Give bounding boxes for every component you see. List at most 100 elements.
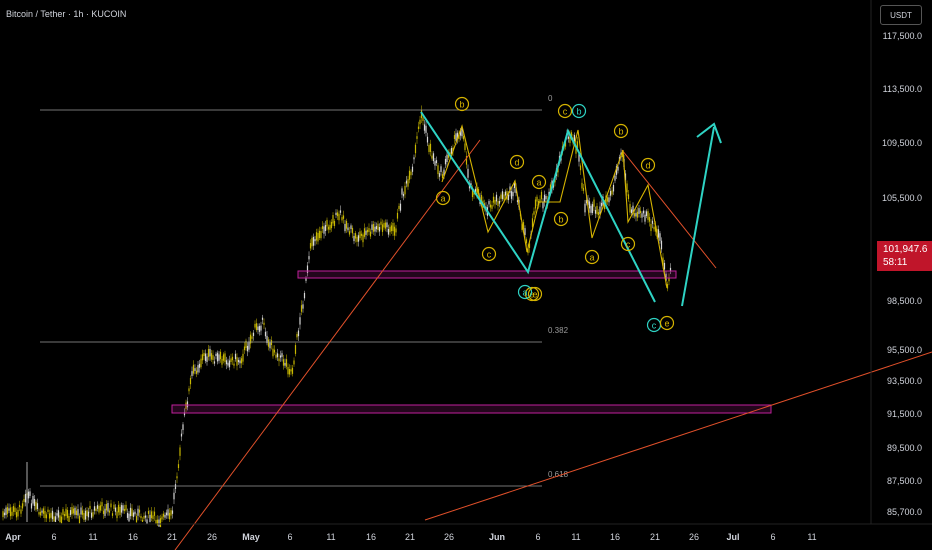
candle-body [65, 508, 67, 516]
candle-body [198, 363, 201, 368]
candle-body [396, 212, 399, 219]
candle-body [200, 358, 202, 368]
candle-body [527, 247, 529, 254]
candle-body [279, 355, 282, 358]
price-tick-label: 85,700.0 [887, 507, 922, 517]
candle-body [45, 514, 48, 519]
candle-body [30, 503, 33, 509]
candle-body [236, 357, 238, 366]
candle-body [63, 514, 66, 517]
candle-body [644, 214, 646, 222]
candle-body [98, 505, 100, 513]
price-tick-label: 117,500.0 [883, 31, 922, 41]
candle-body [324, 225, 327, 231]
candle-body [270, 340, 273, 346]
candle-body [503, 194, 505, 200]
candle-body [176, 476, 178, 479]
candle-body [312, 236, 315, 246]
candle-body [132, 512, 135, 517]
candle-body [512, 191, 514, 197]
svg-text:d: d [514, 157, 519, 167]
candle-body [449, 152, 451, 155]
candle-body [480, 195, 483, 204]
candle-body [374, 226, 376, 232]
svg-text:a: a [536, 177, 541, 187]
candle-body [525, 239, 528, 244]
candle-body [341, 217, 343, 221]
candle-body [636, 211, 639, 218]
candle-body [38, 512, 40, 515]
projection-arrowhead [696, 122, 722, 144]
candle-body [431, 155, 433, 159]
candle-body [113, 504, 115, 509]
candle-body [596, 205, 598, 215]
candle-body [426, 136, 429, 143]
candle-body [609, 190, 612, 196]
time-tick-label: 11 [807, 532, 816, 542]
candle-body [653, 226, 655, 230]
candle-body [2, 511, 4, 518]
candle-body [395, 228, 397, 233]
candle-body [131, 508, 133, 517]
candle-body [260, 325, 262, 331]
candle-body [603, 203, 606, 210]
candle-body [587, 199, 589, 205]
candle-body [122, 505, 124, 511]
wave-label-a: a [584, 249, 600, 265]
candle-body [257, 326, 259, 330]
candle-body [8, 508, 10, 511]
candle-body [240, 358, 243, 364]
svg-text:c: c [563, 106, 568, 116]
candle-body [648, 217, 651, 222]
candle-body [378, 227, 381, 232]
candle-body [402, 193, 405, 197]
fib-level-0618-label: 0.618 [548, 470, 569, 479]
candle-body [261, 317, 264, 320]
candle-body [225, 360, 228, 365]
candle-body [593, 199, 595, 207]
candle-body [386, 222, 388, 228]
candle-body [368, 228, 370, 232]
candle-body [209, 348, 211, 357]
fib-level-0-label: 0 [548, 94, 553, 103]
candle-body [264, 331, 267, 337]
candle-body [218, 354, 220, 361]
currency-selector[interactable]: USDT [880, 5, 922, 25]
time-tick-label: 21 [167, 532, 177, 542]
candle-body [114, 507, 117, 512]
candle-body [311, 237, 313, 247]
wave-label-b: b [571, 103, 587, 119]
candle-body [249, 334, 252, 344]
candle-body [642, 210, 645, 214]
svg-text:a: a [589, 252, 594, 262]
candle-body [470, 183, 472, 186]
candle-body [473, 192, 475, 195]
candle-body [443, 169, 445, 176]
candle-body [599, 206, 601, 215]
candle-body [429, 143, 432, 152]
candle-body [233, 363, 235, 366]
candle-body [411, 166, 414, 172]
candle-body [78, 515, 81, 524]
time-tick-label: 11 [88, 532, 97, 542]
svg-text:c: c [487, 249, 492, 259]
candle-body [410, 171, 412, 176]
candle-body [305, 278, 307, 281]
candle-body [216, 352, 219, 362]
candle-body [308, 256, 310, 260]
candle-body [380, 221, 382, 225]
candle-body [329, 224, 331, 230]
candle-body [230, 358, 232, 362]
candle-body [33, 499, 36, 506]
time-tick-label: 6 [535, 532, 540, 542]
candle-body [524, 228, 526, 235]
candle-body [96, 505, 99, 509]
candle-body [629, 204, 631, 213]
candle-body [42, 508, 45, 514]
price-tick-label: 87,500.0 [887, 476, 922, 486]
candle-body [317, 233, 319, 242]
secondary-wave-paths [441, 124, 668, 289]
candle-body [297, 330, 300, 337]
candle-body [20, 509, 22, 514]
